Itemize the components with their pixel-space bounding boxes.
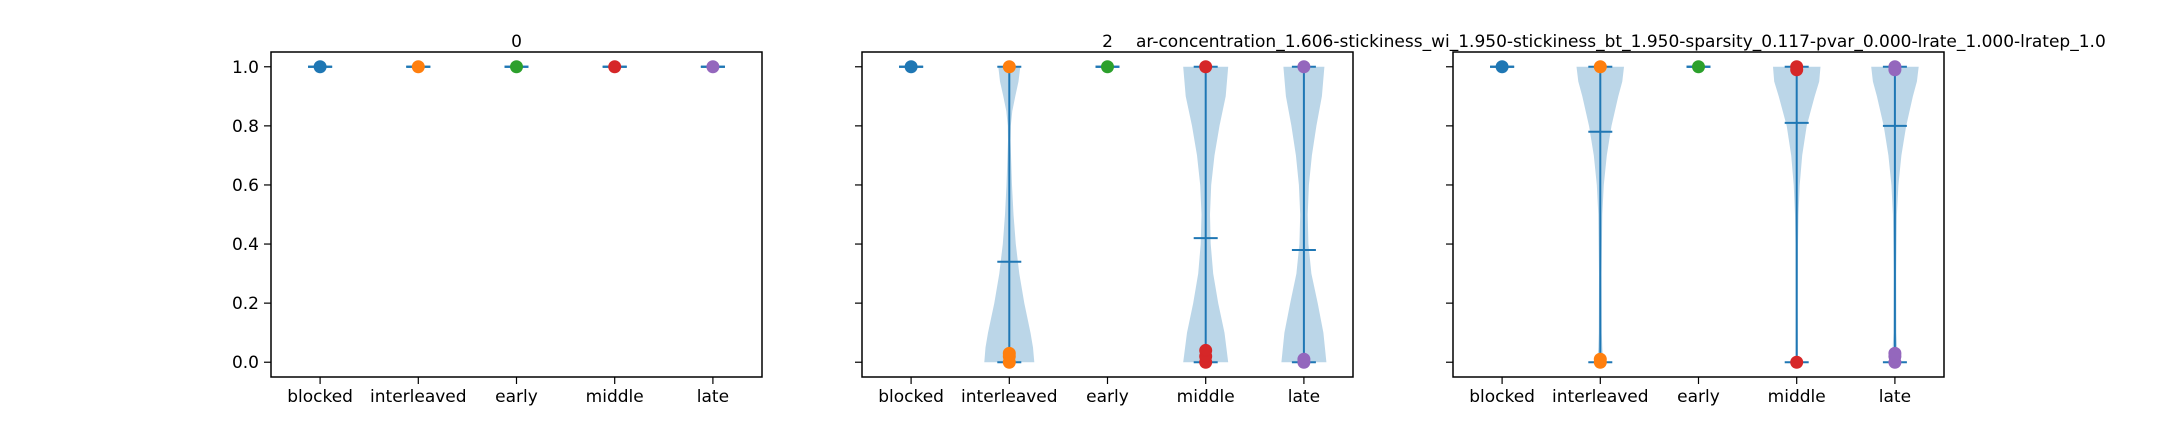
- data-point: [1593, 60, 1607, 74]
- violin-middle: [1773, 60, 1821, 369]
- violin-early: [504, 60, 529, 74]
- data-point: [1692, 60, 1705, 74]
- violin-middle: [1183, 60, 1229, 369]
- violin-blocked: [899, 60, 924, 74]
- x-tick-label: early: [495, 387, 538, 407]
- data-point: [313, 60, 327, 74]
- violin-late: [1281, 60, 1327, 369]
- data-point: [1495, 60, 1509, 74]
- x-tick-label: blocked: [878, 387, 944, 407]
- violin-early: [1095, 60, 1120, 74]
- data-point: [1297, 352, 1311, 366]
- panel-title: 2: [1102, 32, 1113, 52]
- data-point: [1101, 60, 1114, 74]
- data-point: [608, 60, 622, 74]
- violin-interleaved: [406, 60, 431, 74]
- x-tick-label: late: [697, 387, 729, 407]
- axes-frame: [1452, 51, 1945, 378]
- data-point: [1593, 352, 1607, 366]
- y-tick-label: 0.2: [232, 294, 259, 314]
- y-tick-label: 0.8: [232, 117, 259, 137]
- data-point: [1002, 60, 1016, 74]
- violin-blocked: [1490, 60, 1515, 74]
- data-point: [1790, 355, 1804, 369]
- figure-header-text: ar-concentration_1.606-stickiness_wi_1.9…: [1136, 32, 2106, 52]
- data-point: [904, 60, 918, 74]
- data-point: [510, 60, 523, 74]
- data-point: [1199, 343, 1213, 357]
- x-tick-label: early: [1677, 387, 1720, 407]
- y-tick-label: 1.0: [232, 58, 259, 78]
- panels: 0 0.0 0.2 0.4 0.6 0.8 1.0 blocked interleaved ear…: [232, 32, 1945, 407]
- violin-late: [1871, 60, 1919, 369]
- y-tick-label: 0.6: [232, 176, 259, 196]
- axes-frame: [861, 51, 1354, 378]
- data-point: [1297, 60, 1311, 74]
- data-point: [1888, 346, 1902, 360]
- violin-blocked: [308, 60, 333, 74]
- x-tick-label: late: [1879, 387, 1911, 407]
- panel-title: 0: [511, 32, 522, 52]
- x-tick-label: early: [1086, 387, 1129, 407]
- x-tick-label: middle: [1177, 387, 1235, 407]
- violin-interleaved: [984, 60, 1035, 369]
- violin-panel-1: 2 blocked interleaved early middle late: [855, 32, 1354, 407]
- axes-frame: [270, 51, 763, 378]
- x-tick-label: blocked: [1469, 387, 1535, 407]
- data-point: [1888, 63, 1902, 77]
- x-tick-label: middle: [586, 387, 644, 407]
- x-tick-label: late: [1288, 387, 1320, 407]
- violin-panel-2: blocked interleaved early middle late: [1446, 51, 1945, 407]
- x-tick-label: interleaved: [370, 387, 467, 407]
- violin-early: [1686, 60, 1711, 74]
- data-point: [1790, 63, 1804, 77]
- data-point: [411, 60, 425, 74]
- violin-late: [700, 60, 725, 74]
- y-tick-label: 0.0: [232, 353, 259, 373]
- violin-middle: [602, 60, 627, 74]
- violin-panel-0: 0 0.0 0.2 0.4 0.6 0.8 1.0 blocked interleaved ear…: [232, 32, 763, 407]
- data-point: [1002, 346, 1016, 360]
- x-tick-label: middle: [1768, 387, 1826, 407]
- violin-interleaved: [1576, 60, 1624, 369]
- data-point: [1199, 60, 1213, 74]
- data-point: [706, 60, 720, 74]
- y-tick-label: 0.4: [232, 235, 259, 255]
- x-tick-label: interleaved: [1552, 387, 1649, 407]
- x-tick-label: interleaved: [961, 387, 1058, 407]
- x-tick-label: blocked: [287, 387, 353, 407]
